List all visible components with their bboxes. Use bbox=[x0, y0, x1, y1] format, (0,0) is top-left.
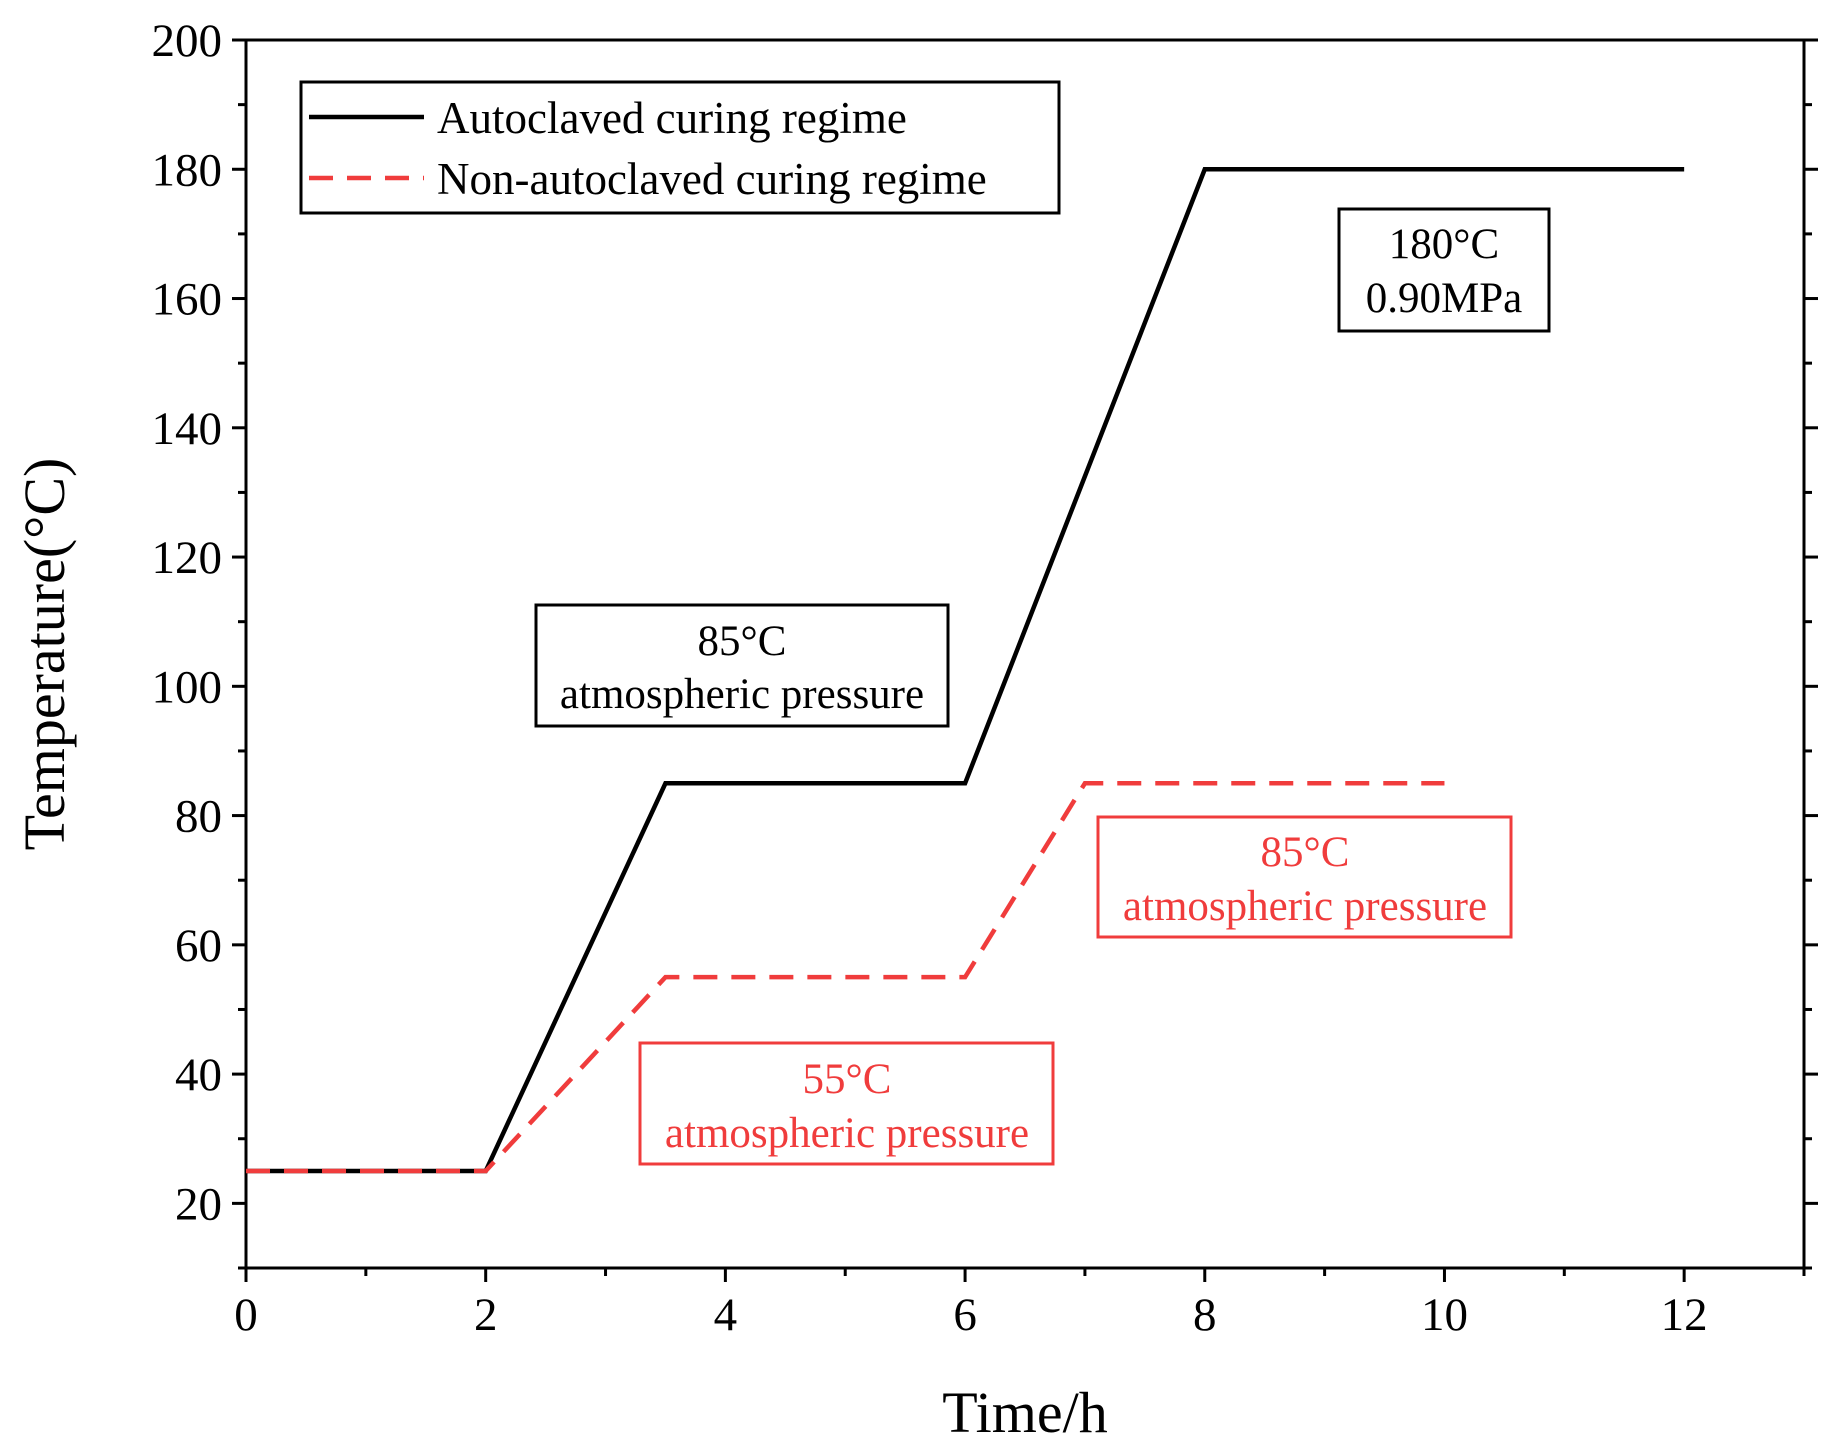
legend-box bbox=[299, 80, 1061, 215]
x-tick-label: 4 bbox=[714, 1289, 738, 1341]
annotation-box-180c bbox=[1337, 207, 1551, 333]
legend: Autoclaved curing regime Non-autoclaved … bbox=[299, 80, 1061, 215]
y-tick-label: 160 bbox=[152, 274, 223, 326]
x-tick-label: 6 bbox=[953, 1289, 977, 1341]
x-tick-label: 8 bbox=[1193, 1289, 1217, 1341]
legend-label-non-autoclaved: Non-autoclaved curing regime bbox=[437, 154, 987, 204]
annotation-box-85c-non-autoclaved bbox=[1096, 815, 1513, 939]
annotation-85c-non-autoclaved-line1: 85°C bbox=[1261, 829, 1350, 876]
y-tick-label: 40 bbox=[175, 1049, 222, 1101]
x-tick-label: 0 bbox=[234, 1289, 258, 1341]
annotation-box-85c-autoclaved bbox=[534, 603, 950, 728]
annotation-85c-autoclaved: 85°C atmospheric pressure bbox=[534, 603, 950, 728]
y-tick-label: 80 bbox=[175, 791, 222, 843]
x-tick-label: 12 bbox=[1661, 1289, 1708, 1341]
annotation-85c-non-autoclaved: 85°C atmospheric pressure bbox=[1096, 815, 1513, 939]
annotation-85c-non-autoclaved-line2: atmospheric pressure bbox=[1123, 883, 1487, 930]
y-tick-label: 60 bbox=[175, 920, 222, 972]
y-tick-label: 180 bbox=[152, 144, 223, 196]
y-tick-label: 120 bbox=[152, 532, 223, 584]
annotation-85c-autoclaved-line1: 85°C bbox=[698, 618, 787, 665]
y-tick-label: 100 bbox=[152, 661, 223, 713]
series-line-non-autoclaved bbox=[246, 781, 1445, 1174]
annotation-box-55c bbox=[638, 1041, 1055, 1166]
y-tick-label: 200 bbox=[152, 15, 223, 67]
annotation-85c-autoclaved-line2: atmospheric pressure bbox=[560, 671, 924, 718]
annotation-55c-line1: 55°C bbox=[803, 1056, 892, 1103]
annotation-180c-line2: 0.90MPa bbox=[1366, 275, 1522, 322]
y-tick-label: 140 bbox=[152, 403, 223, 455]
legend-label-autoclaved: Autoclaved curing regime bbox=[437, 93, 907, 143]
annotation-55c-line2: atmospheric pressure bbox=[665, 1110, 1029, 1157]
annotation-180c: 180°C 0.90MPa bbox=[1337, 207, 1551, 333]
x-axis-label: Time/h bbox=[942, 1380, 1107, 1445]
x-tick-label: 2 bbox=[474, 1289, 498, 1341]
annotation-180c-line1: 180°C bbox=[1389, 221, 1499, 268]
plot-frame bbox=[244, 38, 1806, 1270]
annotation-55c: 55°C atmospheric pressure bbox=[638, 1041, 1055, 1166]
y-axis-label: Temperature(°C) bbox=[12, 458, 77, 851]
y-tick-label: 20 bbox=[175, 1178, 222, 1230]
x-tick-label: 10 bbox=[1421, 1289, 1468, 1341]
